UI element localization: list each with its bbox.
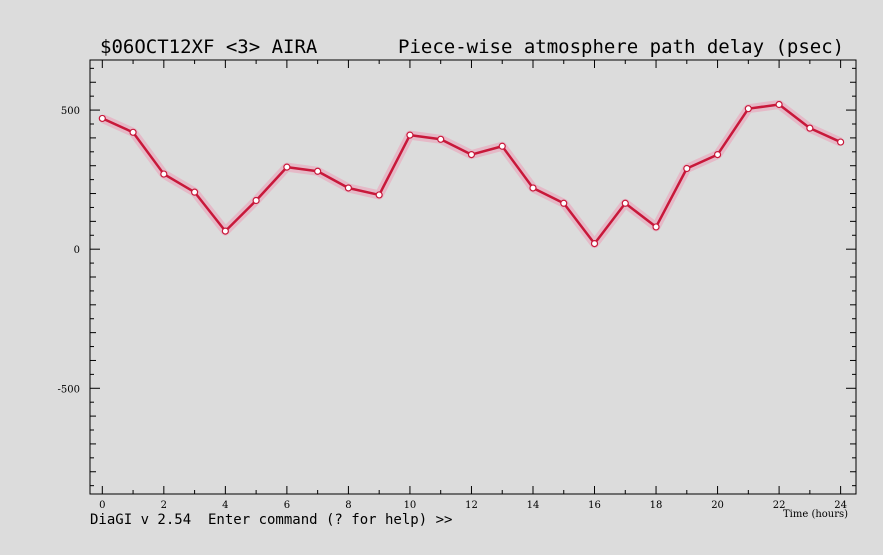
command-prompt[interactable]: DiaGI v 2.54 Enter command (? for help) … [90, 512, 453, 528]
x-tick-label: 10 [404, 500, 417, 511]
series-group [98, 100, 845, 249]
data-point [314, 167, 322, 175]
x-tick-label: 16 [588, 500, 601, 511]
data-point [560, 199, 568, 207]
data-point [621, 199, 629, 207]
data-point [683, 164, 691, 173]
data-point [98, 114, 106, 123]
data-point [775, 100, 783, 109]
x-tick-label: 18 [650, 500, 663, 511]
x-tick-label: 8 [345, 500, 351, 511]
x-tick-label: 22 [773, 500, 786, 511]
data-point [437, 135, 445, 143]
y-tick-label: 0 [74, 245, 80, 256]
data-point [529, 184, 537, 192]
data-point [160, 170, 168, 178]
data-point [406, 131, 414, 139]
data-point [252, 196, 260, 205]
x-tick-label: 14 [527, 500, 540, 511]
data-point [129, 128, 137, 136]
plot-title: Piece-wise atmosphere path delay (psec) [398, 36, 844, 58]
data-point [713, 150, 722, 159]
data-point [806, 124, 814, 132]
y-tick-label: -500 [58, 384, 80, 395]
x-tick-label: 6 [284, 500, 290, 511]
data-point [344, 184, 353, 192]
x-tick-label: 0 [99, 500, 105, 511]
data-point [190, 188, 199, 196]
data-point [283, 163, 291, 171]
x-tick-label: 12 [465, 500, 478, 511]
data-point [375, 191, 383, 199]
data-point [498, 142, 506, 150]
data-point [590, 240, 599, 248]
data-point [652, 223, 660, 231]
y-tick-label: 500 [61, 106, 80, 117]
data-point [221, 227, 229, 235]
axis-ticks [90, 60, 856, 494]
data-point [837, 138, 845, 146]
data-point [467, 150, 476, 159]
x-tick-label: 4 [222, 500, 228, 511]
x-tick-label: 24 [834, 500, 847, 511]
data-point [744, 105, 752, 113]
x-tick-label: 20 [711, 500, 724, 511]
x-tick-label: 2 [161, 500, 167, 511]
experiment-label: $06OCT12XF <3> AIRA [100, 36, 318, 58]
x-axis-title: Time (hours) [783, 509, 848, 520]
